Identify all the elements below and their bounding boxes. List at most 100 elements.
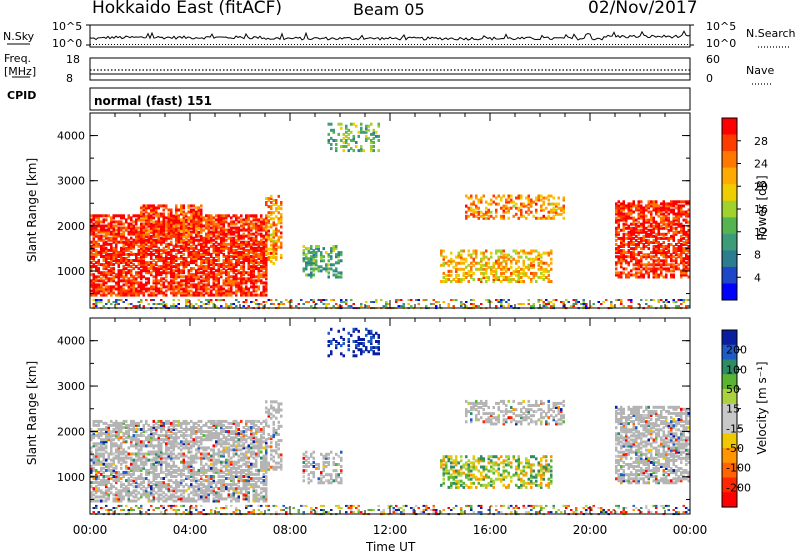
velocity-cell [135, 438, 138, 442]
power-cell [515, 196, 518, 200]
power-cell [230, 216, 233, 220]
power-cell [685, 253, 688, 257]
power-cell [442, 301, 445, 303]
power-cell [150, 234, 153, 238]
power-cell [465, 210, 468, 214]
power-cell [240, 220, 243, 224]
power-cell [190, 267, 193, 271]
velocity-cell [135, 423, 138, 427]
power-cell [205, 232, 208, 236]
power-cell [167, 283, 170, 287]
power-cell [95, 287, 98, 291]
power-cell [627, 305, 630, 308]
power-cell [650, 267, 653, 271]
power-cell [127, 277, 130, 281]
power-cell [620, 271, 623, 275]
power-cell [635, 247, 638, 251]
power-cell [247, 263, 250, 267]
power-cell [165, 279, 168, 283]
power-cell [112, 234, 115, 238]
velocity-cell [150, 485, 153, 489]
power-cell [635, 224, 638, 228]
velocity-cell [90, 470, 93, 474]
power-cell [220, 240, 223, 244]
power-cell [625, 275, 628, 279]
power-cell [130, 279, 133, 283]
power-cell [165, 248, 168, 252]
power-cell [625, 220, 628, 224]
power-cell [142, 267, 145, 271]
power-cell [522, 259, 525, 263]
power-cell [197, 214, 200, 218]
power-cell [470, 196, 473, 200]
power-cell [217, 277, 220, 281]
power-cell [685, 212, 688, 216]
power-cell [165, 273, 168, 277]
power-cell [540, 259, 543, 263]
velocity-cell [115, 442, 118, 446]
power-cell [350, 130, 353, 134]
power-cell [260, 257, 263, 260]
power-cell [507, 305, 510, 308]
power-cell [655, 206, 658, 210]
power-cell [115, 248, 118, 252]
velocity-cell [107, 452, 110, 456]
power-cell [377, 149, 380, 153]
velocity-cell [112, 428, 115, 431]
power-cell [242, 255, 245, 258]
power-cell [540, 208, 543, 212]
power-cell [205, 287, 208, 291]
power-cell [90, 244, 93, 248]
power-cell [97, 220, 100, 224]
power-cell [187, 305, 190, 308]
velocity-cell [92, 444, 95, 448]
power-cell [175, 285, 178, 289]
velocity-cell [127, 426, 130, 429]
power-cell [120, 246, 123, 250]
power-cell [195, 257, 198, 260]
power-cell [675, 259, 678, 263]
power-cell [90, 218, 93, 222]
power-cell [335, 143, 338, 146]
power-cell [270, 223, 273, 227]
power-cell [92, 305, 95, 308]
power-cell [240, 252, 243, 256]
power-cell [247, 224, 250, 228]
power-cell [610, 303, 613, 305]
power-cell [665, 210, 668, 214]
power-cell [245, 216, 248, 220]
power-cell [167, 244, 170, 248]
power-cell [672, 245, 675, 248]
power-cell [365, 136, 368, 140]
power-cell [190, 214, 193, 218]
power-cell [92, 265, 95, 269]
power-cell [277, 305, 280, 308]
power-cell [617, 259, 620, 263]
power-cell [200, 263, 203, 267]
power-cell [542, 303, 545, 305]
velocity-cell [102, 477, 105, 480]
power-cell [117, 279, 120, 283]
power-cell [655, 212, 658, 216]
power-cell [495, 278, 498, 281]
velocity-cell [125, 456, 128, 460]
velocity-cell [90, 434, 93, 438]
power-cell [145, 248, 148, 252]
power-cell [92, 252, 95, 256]
power-cell [535, 280, 538, 283]
power-cell [192, 273, 195, 277]
power-cell [117, 299, 120, 301]
power-cell [617, 210, 620, 214]
power-cell [180, 220, 183, 224]
power-cell [257, 285, 260, 289]
power-cell [90, 228, 93, 232]
power-cell [232, 248, 235, 252]
power-cell [147, 281, 150, 285]
power-cell [215, 250, 218, 254]
power-cell [617, 224, 620, 228]
power-cell [212, 248, 215, 252]
power-cell [172, 257, 175, 260]
power-cell [190, 222, 193, 226]
power-cell [472, 257, 475, 261]
power-cell [512, 269, 515, 273]
